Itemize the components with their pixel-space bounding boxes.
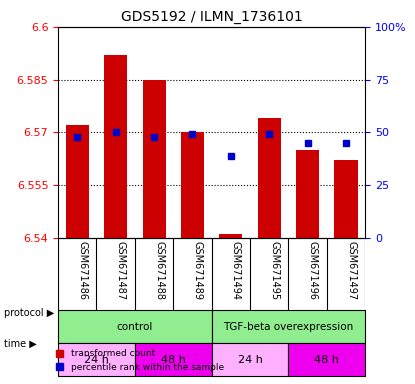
Bar bbox=[181, 132, 204, 238]
Text: GSM671496: GSM671496 bbox=[308, 242, 317, 300]
Text: GSM671494: GSM671494 bbox=[231, 242, 241, 300]
Text: 24 h: 24 h bbox=[84, 355, 109, 365]
FancyBboxPatch shape bbox=[58, 343, 135, 376]
Text: GSM671489: GSM671489 bbox=[193, 242, 203, 300]
Text: control: control bbox=[117, 322, 153, 332]
Text: 24 h: 24 h bbox=[238, 355, 262, 365]
Bar bbox=[296, 150, 319, 238]
Bar bbox=[104, 55, 127, 238]
Text: 48 h: 48 h bbox=[161, 355, 186, 365]
FancyBboxPatch shape bbox=[58, 310, 212, 343]
Text: GSM671497: GSM671497 bbox=[346, 242, 356, 301]
Text: protocol ▶: protocol ▶ bbox=[4, 308, 54, 318]
Legend: transformed count, percentile rank within the sample: transformed count, percentile rank withi… bbox=[54, 348, 225, 374]
Bar bbox=[220, 234, 242, 238]
Bar bbox=[258, 118, 281, 238]
Bar bbox=[334, 161, 357, 238]
FancyBboxPatch shape bbox=[212, 343, 288, 376]
Title: GDS5192 / ILMN_1736101: GDS5192 / ILMN_1736101 bbox=[121, 10, 303, 25]
Text: time ▶: time ▶ bbox=[4, 339, 37, 349]
Text: 48 h: 48 h bbox=[315, 355, 339, 365]
FancyBboxPatch shape bbox=[288, 343, 365, 376]
Text: GSM671495: GSM671495 bbox=[269, 242, 279, 301]
Bar bbox=[66, 125, 89, 238]
Text: GSM671487: GSM671487 bbox=[116, 242, 126, 301]
Bar bbox=[143, 79, 166, 238]
Text: GSM671486: GSM671486 bbox=[77, 242, 87, 300]
FancyBboxPatch shape bbox=[212, 310, 365, 343]
Text: TGF-beta overexpression: TGF-beta overexpression bbox=[223, 322, 354, 332]
FancyBboxPatch shape bbox=[135, 343, 212, 376]
Text: GSM671488: GSM671488 bbox=[154, 242, 164, 300]
